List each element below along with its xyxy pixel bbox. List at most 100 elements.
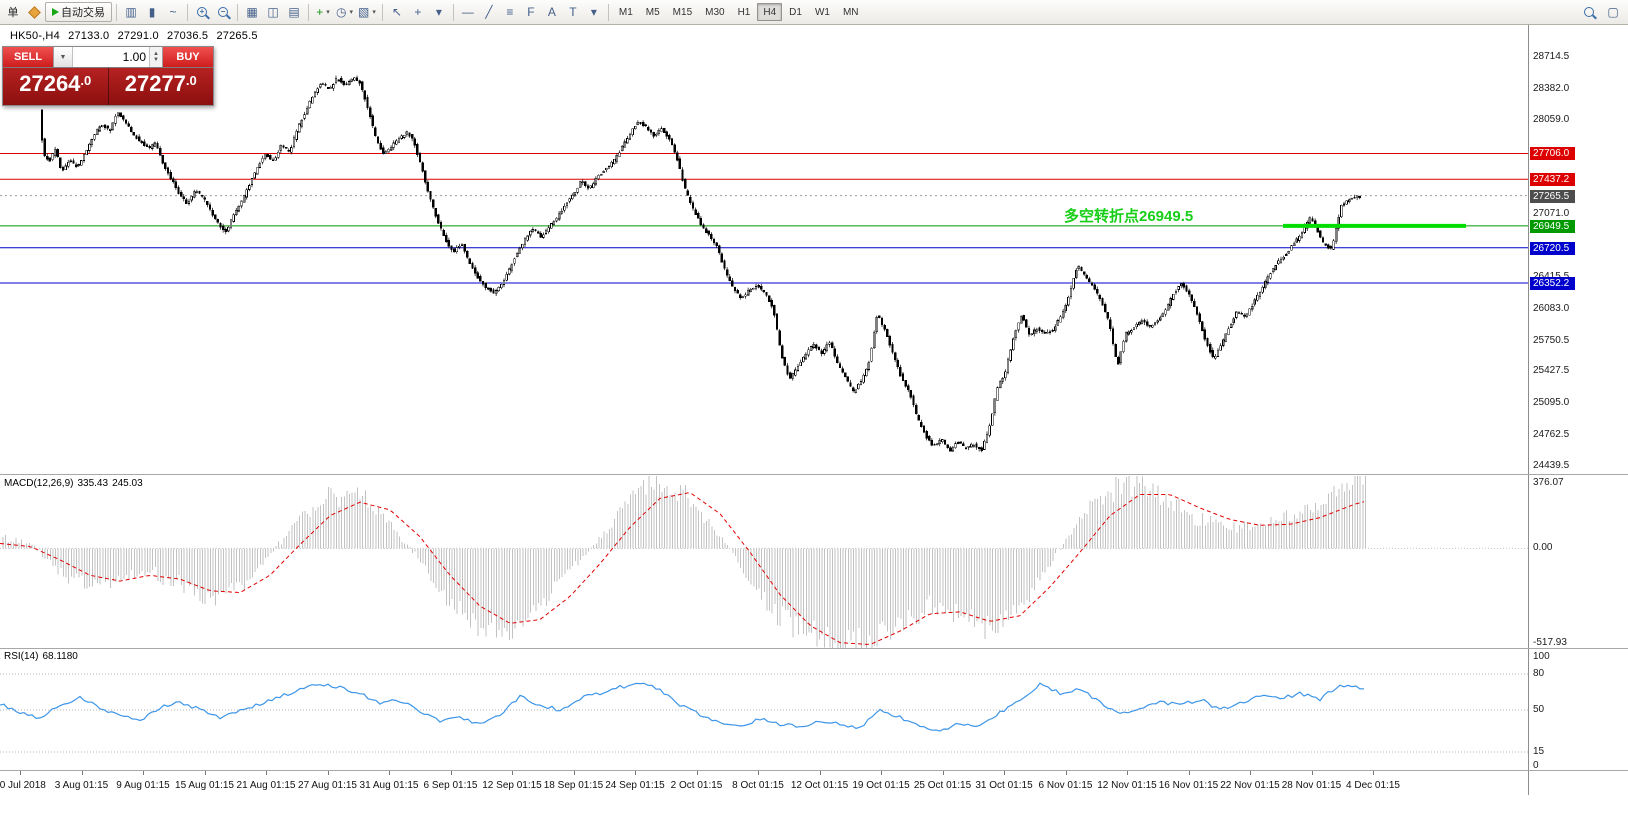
- date-axis-label: 19 Oct 01:15: [852, 780, 910, 791]
- date-tick-mark: [450, 771, 452, 775]
- macd-label: MACD(12,26,9) 335.43 245.03: [4, 478, 143, 489]
- date-tick-mark: [1188, 771, 1190, 775]
- high-value: 27291.0: [117, 30, 159, 42]
- chart-canvas[interactable]: [0, 25, 1528, 771]
- price-line-label: 27437.2: [1530, 173, 1575, 187]
- main-macd-separator[interactable]: [0, 474, 1628, 475]
- dropdown-caret-icon: ▾: [349, 9, 353, 16]
- sell-price-display[interactable]: 27264 .0: [3, 68, 109, 105]
- timeframe-D1[interactable]: D1: [789, 6, 802, 18]
- horizontal-line-icon[interactable]: —: [458, 2, 478, 22]
- date-tick-mark: [635, 771, 636, 775]
- bar-chart-icon[interactable]: ▥: [121, 2, 141, 22]
- timeframe-MN[interactable]: MN: [842, 6, 859, 18]
- date-tick-mark: [1311, 771, 1313, 775]
- macd-rsi-separator[interactable]: [0, 648, 1628, 649]
- volume-down-icon[interactable]: ▼: [153, 57, 159, 63]
- crosshair-icon: +: [414, 5, 422, 19]
- volume-stepper[interactable]: ▲ ▼: [149, 47, 163, 67]
- date-tick-mark: [1250, 771, 1251, 775]
- date-axis-label: 21 Aug 01:15: [236, 780, 296, 791]
- crosshair-icon[interactable]: +: [408, 2, 428, 22]
- price-line-label: 26352.2: [1530, 277, 1575, 290]
- shapes-caret-icon[interactable]: ▾: [584, 2, 604, 22]
- zoom-in-icon[interactable]: +: [192, 2, 212, 22]
- candlestick-chart-icon[interactable]: ▮: [142, 2, 162, 22]
- date-axis-label: 22 Nov 01:15: [1220, 780, 1280, 791]
- price-axis-label: 28714.5: [1533, 51, 1570, 62]
- periods-icon[interactable]: ◷ ▾: [334, 2, 355, 22]
- volume-up-icon[interactable]: ▲: [153, 51, 159, 57]
- cursor-icon[interactable]: ↖: [387, 2, 407, 22]
- volume-dropdown-button[interactable]: ▼: [53, 47, 73, 67]
- window-partial-icon: ▢: [1607, 5, 1619, 19]
- timeframe-M5[interactable]: M5: [645, 6, 660, 18]
- add-indicator-icon[interactable]: + ▾: [313, 2, 333, 22]
- label-icon[interactable]: T: [563, 2, 583, 22]
- tools-caret-icon: ▾: [435, 5, 442, 19]
- terminal-icon[interactable]: [24, 2, 44, 22]
- fibonacci-icon[interactable]: F: [521, 2, 541, 22]
- timeframe-M30[interactable]: M30: [705, 6, 725, 18]
- line-chart-icon[interactable]: ~: [163, 2, 183, 22]
- grid-icon[interactable]: ▦: [242, 2, 262, 22]
- line-chart-icon: ~: [169, 5, 177, 19]
- pivot-annotation-text: 多空转折点26949.5: [1064, 208, 1194, 225]
- text-icon[interactable]: A: [542, 2, 562, 22]
- timeframe-H1[interactable]: H1: [737, 6, 751, 18]
- sell-button[interactable]: SELL: [3, 47, 53, 67]
- timeframe-H4[interactable]: H4: [757, 3, 783, 21]
- toolbar-separator: [116, 3, 117, 21]
- toolbar-separator: [607, 3, 609, 21]
- magnifier-icon: +: [197, 7, 207, 17]
- date-axis-label: 4 Dec 01:15: [1346, 780, 1400, 791]
- equidistant-channel-icon[interactable]: ≡: [500, 2, 520, 22]
- dropdown-caret-icon: ▾: [372, 9, 376, 16]
- buy-button[interactable]: BUY: [163, 47, 213, 67]
- toolbar-separator: [381, 3, 383, 21]
- autotrading-button[interactable]: 自动交易: [45, 2, 112, 22]
- timeframe-M1[interactable]: M1: [618, 6, 633, 18]
- low-value: 27036.5: [167, 30, 209, 42]
- date-tick-mark: [1127, 771, 1128, 775]
- date-axis-label: 3 Aug 01:15: [54, 780, 109, 791]
- tools-caret-icon[interactable]: ▾: [429, 2, 449, 22]
- date-tick-mark: [512, 771, 513, 775]
- timeframe-W1[interactable]: W1: [814, 6, 830, 18]
- window-partial-icon[interactable]: ▢: [1603, 2, 1623, 22]
- price-axis-label: 28059.0: [1533, 113, 1570, 125]
- rsi-label: RSI(14) 68.1180: [4, 651, 78, 662]
- price-axis-label: 25095.0: [1533, 397, 1570, 409]
- zoom-out-icon[interactable]: −: [213, 2, 233, 22]
- date-tick-mark: [1004, 771, 1005, 775]
- symbol-period: HK50-,H4: [10, 30, 60, 42]
- date-axis-label: 25 Oct 01:15: [913, 780, 972, 791]
- date-axis[interactable]: 30 Jul 2018 3 Aug 01:15 9 Aug 01:15 15 Aug …: [0, 771, 1528, 799]
- date-tick-mark: [266, 771, 267, 775]
- price-axis[interactable]: 28714.5 28382.0 28059.0 27071.0 26415.5 26083…: [1528, 25, 1628, 795]
- rsi-axis-label: 100: [1533, 651, 1550, 662]
- date-axis-label: 24 Sep 01:15: [605, 780, 665, 791]
- price-axis-label: 24762.5: [1533, 429, 1570, 441]
- date-tick-mark: [696, 771, 698, 775]
- arrange-windows-icon[interactable]: ▤: [284, 2, 304, 22]
- toolbar: 单 自动交易 ▥ ▮ ~ + − ▦ ◫ ▤ + ▾ ◷ ▾ ▧ ▾ ↖ + ▾ — ╱ ≡ F A T ▾ M1 M5 M15 M…: [0, 0, 1628, 25]
- rsi-axis-label: 0: [1533, 760, 1539, 771]
- trendline-icon[interactable]: ╱: [479, 2, 499, 22]
- template-icon[interactable]: ▧ ▾: [356, 2, 378, 22]
- buy-price-display[interactable]: 27277 .0: [109, 68, 214, 105]
- date-axis-label: 12 Nov 01:15: [1097, 780, 1157, 791]
- timeframe-M15[interactable]: M15: [672, 6, 693, 18]
- date-axis-label: 30 Jul 2018: [0, 780, 46, 791]
- price-line-label: 27706.0: [1530, 147, 1575, 161]
- search-icon[interactable]: [1579, 2, 1599, 22]
- macd-axis-label: -517.93: [1533, 637, 1567, 648]
- date-axis-label: 12 Sep 01:15: [482, 780, 542, 791]
- date-tick-mark: [327, 771, 329, 775]
- date-tick-mark: [573, 771, 575, 775]
- buy-price-main: 27277: [124, 71, 186, 96]
- tile-windows-icon[interactable]: ◫: [263, 2, 283, 22]
- new-order-button-partial[interactable]: 单: [7, 7, 19, 19]
- volume-input[interactable]: 1.00: [73, 47, 149, 67]
- play-icon: [52, 8, 59, 16]
